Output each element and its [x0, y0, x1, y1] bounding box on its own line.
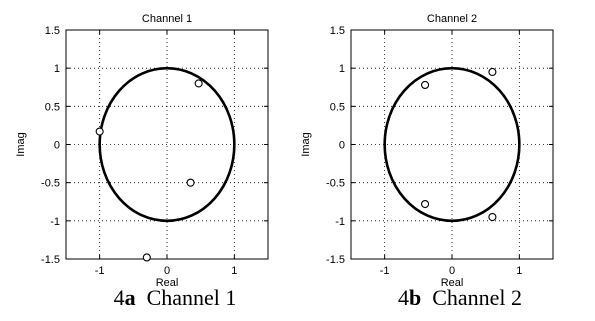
x-tick-label: 1	[516, 265, 522, 277]
caption-text: Channel 2	[432, 285, 523, 310]
zero-marker	[186, 178, 195, 187]
y-tick-label: 1.5	[45, 25, 60, 37]
zero-marker	[95, 127, 104, 136]
y-tick-label: -1.5	[326, 254, 345, 266]
x-tick-label: 0	[449, 265, 455, 277]
y-tick-label: 1	[54, 63, 60, 75]
unit-circle	[98, 66, 236, 223]
caption-number: 4	[113, 285, 125, 310]
zero-marker	[421, 80, 430, 90]
plot-title: Channel 2	[427, 13, 477, 25]
y-tick-label: -1	[335, 216, 345, 228]
plot-title: Channel 1	[142, 13, 192, 25]
x-tick-label: 1	[231, 265, 237, 277]
y-tick-label: 1	[339, 63, 345, 75]
caption-text: Channel 1	[146, 285, 237, 310]
y-axis-label: Imag	[15, 132, 27, 156]
zero-marker	[421, 199, 430, 209]
y-tick-label: 0.5	[45, 101, 60, 113]
y-tick-label: -0.5	[41, 178, 60, 190]
zero-marker	[142, 253, 151, 262]
y-axis-label: Imag	[300, 132, 312, 156]
y-tick-label: -1.5	[41, 254, 60, 266]
y-tick-label: 1.5	[330, 25, 345, 37]
caption-4b: 4b Channel 2	[325, 284, 595, 312]
y-tick-label: -1	[50, 216, 60, 228]
y-tick-label: 0	[339, 140, 345, 152]
x-axis-label: Real	[156, 277, 179, 289]
x-tick-label: 0	[164, 265, 170, 277]
x-tick-label: -1	[95, 265, 105, 277]
y-tick-label: 0	[54, 140, 60, 152]
caption-4a: 4a Channel 1	[40, 284, 310, 312]
x-axis-label: Real	[441, 277, 464, 289]
y-tick-label: -0.5	[326, 178, 345, 190]
caption-letter: a	[124, 285, 136, 310]
zero-marker	[194, 79, 203, 88]
unit-circle	[383, 66, 521, 223]
y-tick-label: 0.5	[330, 101, 345, 113]
caption-letter: b	[408, 285, 422, 310]
zero-marker	[488, 67, 497, 77]
chart-panel-1: -1 0 1 -1.5 -1 -0.5 0 0.5 1 1.5 Channel 1 Real Imag	[15, 13, 269, 289]
zero-marker	[488, 212, 497, 222]
x-tick-label: -1	[380, 265, 390, 277]
caption-number: 4	[397, 285, 409, 310]
chart-panel-2: -1 0 1 -1.5 -1 -0.5 0 0.5 1 1.5 Channel 2 Real Imag	[300, 13, 554, 289]
